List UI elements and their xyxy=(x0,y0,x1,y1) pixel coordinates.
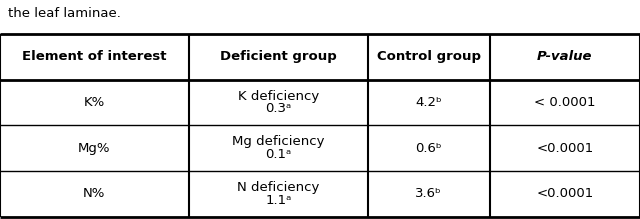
Text: 4.2ᵇ: 4.2ᵇ xyxy=(415,96,442,109)
Text: the leaf laminae.: the leaf laminae. xyxy=(8,7,120,19)
Text: K%: K% xyxy=(84,96,105,109)
Text: 3.6ᵇ: 3.6ᵇ xyxy=(415,187,442,200)
Text: 0.3ᵃ: 0.3ᵃ xyxy=(265,102,292,115)
Text: Deficient group: Deficient group xyxy=(220,50,337,63)
Text: 0.6ᵇ: 0.6ᵇ xyxy=(415,142,442,155)
Text: <0.0001: <0.0001 xyxy=(536,142,593,155)
Text: <0.0001: <0.0001 xyxy=(536,187,593,200)
Text: 0.1ᵃ: 0.1ᵃ xyxy=(265,148,292,161)
Text: N deficiency: N deficiency xyxy=(237,181,319,194)
Text: Mg deficiency: Mg deficiency xyxy=(232,135,324,148)
Text: Control group: Control group xyxy=(377,50,481,63)
Text: Mg%: Mg% xyxy=(78,142,111,155)
Text: < 0.0001: < 0.0001 xyxy=(534,96,596,109)
Text: N%: N% xyxy=(83,187,106,200)
Text: K deficiency: K deficiency xyxy=(238,90,319,103)
Text: Element of interest: Element of interest xyxy=(22,50,166,63)
Text: P-value: P-value xyxy=(537,50,593,63)
Text: 1.1ᵃ: 1.1ᵃ xyxy=(265,194,292,207)
